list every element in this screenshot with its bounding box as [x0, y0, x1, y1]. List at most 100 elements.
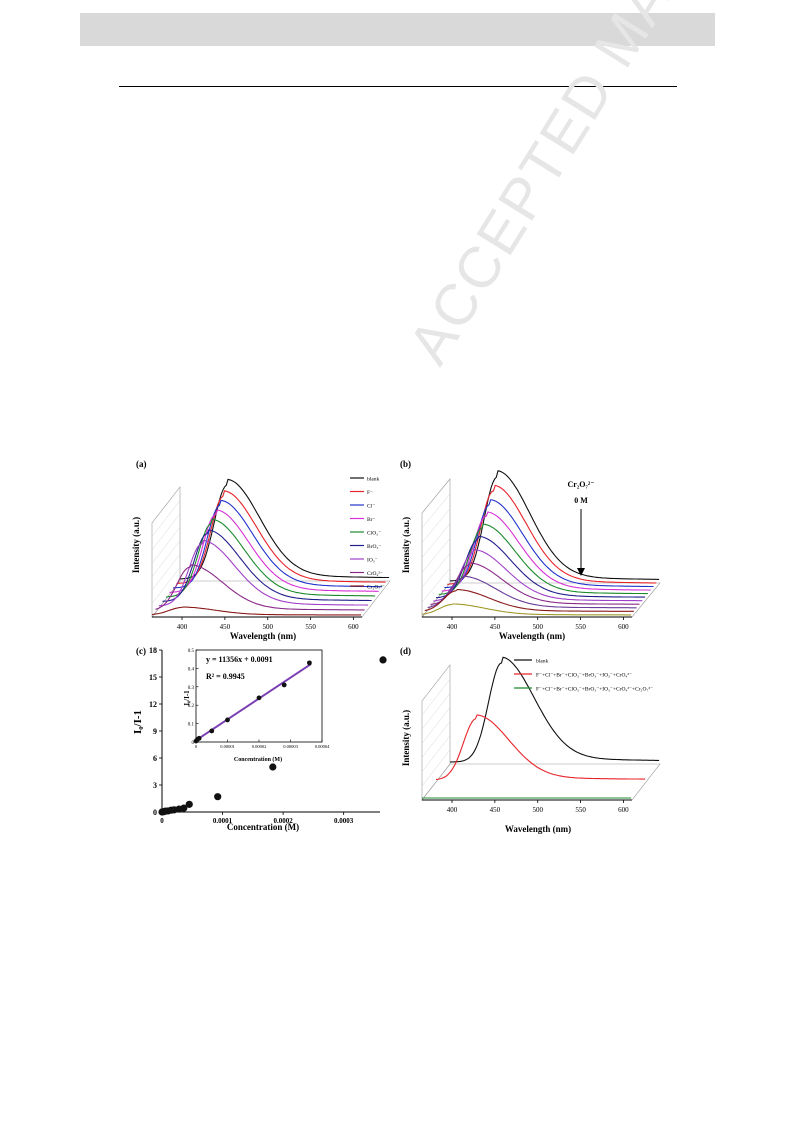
b-curve-8 — [427, 575, 637, 609]
panel-c-inset: 00.10.20.30.40.50 0.00001 0.00002 0.00003 0.… — [188, 649, 330, 749]
panel-c-r2: R² = 0.9945 — [206, 672, 245, 681]
d-back-wall — [421, 664, 451, 801]
panel-c-xlabel: Concentration (M) — [227, 822, 299, 832]
panel-c-inset-point — [225, 717, 230, 723]
d-xtick-label: 500 — [532, 806, 543, 814]
panel-a-legend-item: blank — [367, 477, 379, 483]
a-xtick-label: 550 — [305, 623, 316, 631]
header-rule — [119, 86, 677, 87]
a-curve-7 — [155, 564, 365, 611]
panel-c-point — [180, 804, 188, 812]
figure: (a) 400 450 500 550 600 Wavelength (nm) Inte… — [130, 453, 665, 838]
panel-b-ylabel: Intensity (a.u.) — [401, 517, 411, 573]
panel-c-point — [214, 793, 222, 801]
panel-a-legend-item: CrO₄²⁻ — [367, 571, 383, 577]
b-grid-line — [421, 508, 451, 543]
panel-a-ylabel: Intensity (a.u.) — [131, 517, 141, 573]
panel-c-inset-ytick-label: 0.3 — [188, 686, 195, 691]
panel-d-curves — [422, 656, 660, 799]
panel-c-inset-xtick-label: 0.00002 — [252, 744, 267, 749]
panel-c-points — [158, 656, 387, 816]
panel-d-legend-item: F⁻+Cl⁻+Br⁻+ClO₃⁻+BrO₃⁻+IO₃⁻+CrO₄²⁻+Cr₂O₇… — [536, 687, 653, 693]
panel-c-inset-xtick-label: 0.00004 — [315, 744, 330, 749]
panel-c-ytick-label: 12 — [149, 700, 157, 709]
panel-c-xtick-label: 0.0003 — [334, 817, 354, 825]
panel-d-xlabel: Wavelength (nm) — [505, 824, 571, 834]
panel-a-legend-item: F⁻ — [367, 490, 373, 496]
d-xtick-label: 450 — [490, 806, 501, 814]
panel-c-inset-point — [256, 695, 262, 701]
panel-c-inset-xlabel: Concentration (M) — [234, 756, 282, 763]
panel-a-xlabel: Wavelength (nm) — [230, 631, 296, 641]
panel-d-frame — [421, 664, 661, 801]
a-grid-line — [151, 500, 181, 537]
a-xtick-label: 500 — [262, 623, 273, 631]
d-xtick-label: 400 — [447, 806, 458, 814]
a-xtick-label: 450 — [220, 623, 231, 631]
panel-c-point — [379, 656, 387, 664]
panel-c-inset-ytick-label: 0.1 — [188, 723, 195, 728]
d-xtick-label: 550 — [575, 806, 586, 814]
panel-c-ytick-label: 9 — [153, 727, 157, 736]
a-grid-line — [151, 567, 181, 604]
watermark: ACCEPTED MANUSCRIPT — [395, 0, 793, 375]
panel-c-inset-xtick-label: 0 — [195, 744, 198, 749]
b-curve-1 — [447, 484, 657, 585]
b-xtick-label: 400 — [447, 623, 458, 631]
panel-a-legend: blank F⁻ Cl⁻ Br⁻ ClO₃⁻ BrO₃⁻ IO₃⁻ CrO₄²⁻ Cr₂O₇²⁻ — [350, 477, 385, 591]
d-grid-line — [421, 749, 451, 786]
panel-c-xtick-label: 0.0002 — [273, 817, 293, 825]
panel-c-inset-point — [196, 735, 202, 741]
a-xtick-label: 400 — [177, 623, 188, 631]
panel-a-curves — [151, 478, 390, 616]
panel-a-label: (a) — [136, 459, 147, 469]
panel-b-annotation-species: Cr₂O₇²⁻ — [568, 480, 595, 489]
panel-c-ytick-label: 0 — [153, 808, 157, 817]
panel-b-xlabel: Wavelength (nm) — [499, 631, 565, 641]
panel-c-inset-ylabel: I₀/I-1 — [183, 690, 191, 706]
a-curve-1 — [176, 490, 386, 584]
b-xtick-label: 600 — [618, 623, 629, 631]
panel-a-legend-item: IO₃⁻ — [367, 558, 378, 564]
panel-a-legend-item: BrO₃⁻ — [367, 544, 381, 550]
panel-d-legend: blank F⁻+Cl⁻+Br⁻+ClO₃⁻+BrO₃⁻+IO₃⁻+CrO₄²⁻ F… — [514, 659, 653, 693]
panel-c-inset-fit-line — [195, 663, 312, 742]
a-grid-line — [151, 513, 181, 550]
panel-b-curves — [421, 470, 660, 616]
panel-c-ytick-label: 6 — [153, 754, 157, 763]
panel-a-legend-item: Cr₂O₇²⁻ — [367, 585, 385, 591]
a-grid-line — [151, 527, 181, 564]
a-grid-line — [151, 554, 181, 591]
panel-d-xticks: 400 450 500 550 600 — [447, 800, 629, 814]
d-grid-line — [421, 679, 451, 716]
panel-c-label: (c) — [136, 646, 146, 656]
d-grid-line — [421, 735, 451, 772]
panel-a-xticks: 400 450 500 550 600 — [177, 617, 359, 631]
panel-b: (b) 400 450 500 550 600 Wavelength (nm) Inte… — [400, 459, 661, 641]
panel-d-label: (d) — [400, 646, 411, 656]
b-curve-0 — [449, 470, 660, 582]
panel-d-legend-item: blank — [536, 659, 548, 665]
b-grid-line — [421, 538, 451, 573]
b-xtick-label: 500 — [532, 623, 543, 631]
panel-c-axes: 0 3 6 9 12 15 18 0 0.0001 0.0002 0.0003 — [149, 646, 380, 825]
b-curve-4 — [438, 523, 648, 595]
a-grid-line — [151, 540, 181, 577]
d-curve-1 — [435, 714, 646, 781]
b-curve-7 — [430, 562, 640, 605]
d-xtick-label: 600 — [618, 806, 629, 814]
panel-c-inset-point — [281, 682, 287, 688]
d-grid-line — [421, 707, 451, 744]
panel-c-point — [269, 763, 277, 771]
panel-c-point — [185, 800, 193, 808]
a-curve-6 — [158, 539, 369, 607]
panel-d-legend-item: F⁻+Cl⁻+Br⁻+ClO₃⁻+BrO₃⁻+IO₃⁻+CrO₄²⁻ — [536, 673, 632, 679]
panel-c-ylabel: I₀/I-1 — [132, 710, 144, 734]
d-curve-0 — [449, 656, 660, 763]
panel-b-label: (b) — [400, 459, 411, 469]
panel-a-frame — [151, 486, 391, 618]
b-curve-5 — [435, 535, 646, 599]
a-curve-4 — [165, 518, 376, 598]
panel-c-xtick-label: 0 — [160, 817, 164, 825]
panel-b-xticks: 400 450 500 550 600 — [447, 617, 629, 631]
